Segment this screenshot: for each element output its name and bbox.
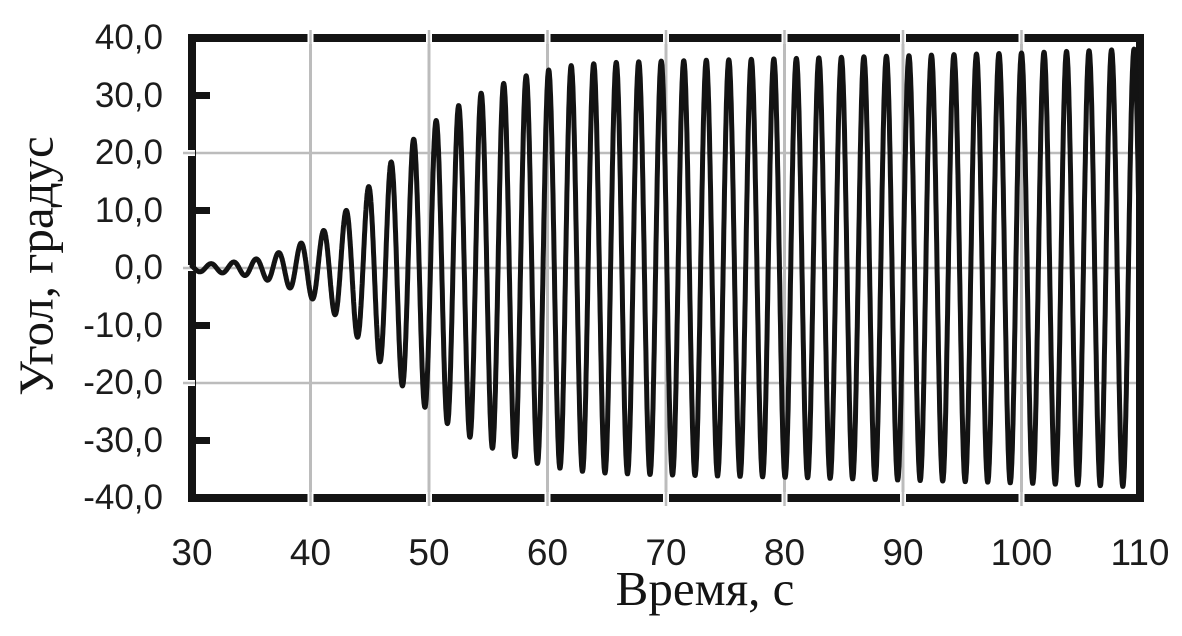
x-tick-label: 80 (763, 532, 806, 573)
y-tick-label: -10,0 (83, 305, 163, 345)
x-axis-title: Время, с (615, 561, 795, 616)
x-tick-label: 110 (1110, 532, 1170, 573)
x-tick-label: 60 (526, 532, 569, 573)
x-tick-label: 70 (645, 532, 687, 573)
y-tick-mark-major (196, 322, 210, 329)
signal-curve (189, 46, 1143, 489)
y-tick-label: 40,0 (94, 18, 163, 57)
y-tick-label: -20,0 (83, 363, 163, 402)
y-tick-mark-major (196, 207, 210, 214)
x-tick-label: 90 (882, 532, 924, 573)
y-tick-mark-major (196, 437, 210, 444)
y-tick-label: 20,0 (94, 133, 163, 172)
x-tick-label: 50 (408, 532, 450, 573)
y-tick-mark-major (196, 92, 210, 99)
x-tick-label: 40 (289, 532, 332, 573)
y-tick-label: 30,0 (94, 75, 163, 115)
x-tick-label: 100 (990, 532, 1053, 573)
y-tick-label: 10,0 (94, 190, 163, 230)
y-tick-label: -30,0 (83, 420, 163, 460)
y-tick-label: 0,0 (114, 248, 163, 287)
y-tick-label: -40,0 (83, 478, 163, 517)
x-tick-label: 30 (171, 532, 213, 573)
